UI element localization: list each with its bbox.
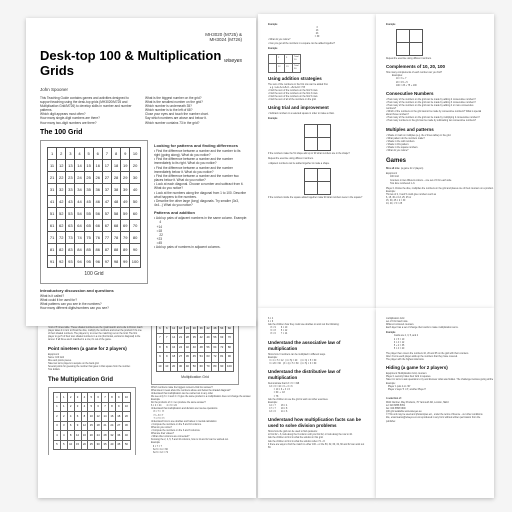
game-players: (a game for 2 players) xyxy=(401,168,423,170)
games-heading: Games xyxy=(386,157,484,165)
patterns-heading-1: Looking for patterns and finding differe… xyxy=(154,143,247,148)
intro-left: This Teaching Guide contains games and a… xyxy=(40,96,132,112)
intro-paragraph: This Teaching Guide contains games and a… xyxy=(40,96,242,125)
strategies-heading: Using addition strategies xyxy=(268,76,366,82)
author-name: John Spooner xyxy=(40,87,242,92)
example-heading: Example xyxy=(268,48,366,51)
page-2: Example 31323= 39 • What do you notice? … xyxy=(258,14,376,308)
patterns-block: Looking for patterns and finding differe… xyxy=(154,143,247,311)
document-title: Desk-top 100 & Multiplication Grids xyxy=(40,49,242,79)
shape-grid xyxy=(396,29,423,56)
page-5: 6 × 44 × 6Ask the children how they coul… xyxy=(258,308,376,498)
note: • Can you get all the numbers in a squar… xyxy=(268,43,366,46)
consecutive-heading: Consecutive Numbers xyxy=(386,91,484,97)
text: • Adjacent numbers can be added together… xyxy=(268,163,366,166)
game-heading: Point nineteen (a game for 2 players) xyxy=(48,346,143,352)
mult-grid-heading: The Multiplication Grid xyxy=(48,376,143,384)
mult-grid-caption: Multiplication Grid xyxy=(156,375,234,380)
text: • Subtract numbers in a selected square … xyxy=(268,113,366,116)
example-mini-table: 23Total 101213Total 50 xyxy=(268,54,301,73)
text: Repeat the exercise using different numb… xyxy=(268,158,366,161)
shape-grid-1 xyxy=(304,124,331,151)
associative-heading: Understand the associative law of multip… xyxy=(268,340,366,352)
page-4: Each player chooses one of 5 multiples t… xyxy=(38,320,256,498)
section-heading-100-grid: The 100 Grid xyxy=(40,129,242,136)
example-heading: Example xyxy=(386,24,484,27)
hundred-grid-figure: 1234567891011121314151617181920212223242… xyxy=(40,140,148,284)
teaching-guide-front-page: MH3020 (M725) & MH3024 (M726) Desk-top 1… xyxy=(26,18,256,326)
multiples-heading: Multiples and patterns xyxy=(386,127,484,133)
trial-heading: Using trial and improvement xyxy=(268,105,366,111)
publisher-heading: A selection of: xyxy=(386,398,484,401)
intro-questions-heading: Introductory discussion and questions xyxy=(40,288,148,293)
hundred-grid-caption: 100 Grid xyxy=(47,271,141,277)
game-name: Bins all nine xyxy=(386,168,400,170)
page-6: multiplication Gridset of 9 for Each sid… xyxy=(376,308,494,498)
hundred-grid-table: 1234567891011121314151617181920212223242… xyxy=(47,147,141,268)
example-heading: Example xyxy=(268,118,366,121)
equipment-heading: Equipment xyxy=(48,354,59,356)
shape-grid-2 xyxy=(304,168,331,195)
distributive-heading: Understand the distributive law of multi… xyxy=(268,369,366,381)
text: If the numbers make the 51 shape add up … xyxy=(268,153,366,156)
division-heading: Understand how multiplication facts can … xyxy=(268,417,366,429)
intro-questions-block: Introductory discussion and questions Wh… xyxy=(40,288,148,311)
patterns-heading-2: Patterns and addition xyxy=(154,210,247,215)
text: Repeat the exercise using different numb… xyxy=(386,58,484,61)
hiding-game-heading: Hiding (a game for 2 players) xyxy=(386,365,484,371)
publisher-logo: wiseyes xyxy=(224,58,242,64)
page-3: Example Repeat the exercise using differ… xyxy=(376,14,494,308)
complements-heading: Complements of 10, 20, 100 xyxy=(386,64,484,70)
text: Each player chooses one of 5 multiples t… xyxy=(48,324,143,343)
product-code-2: MH3024 (M726) xyxy=(40,37,242,42)
text: If the numbers inside the square added t… xyxy=(268,197,366,200)
